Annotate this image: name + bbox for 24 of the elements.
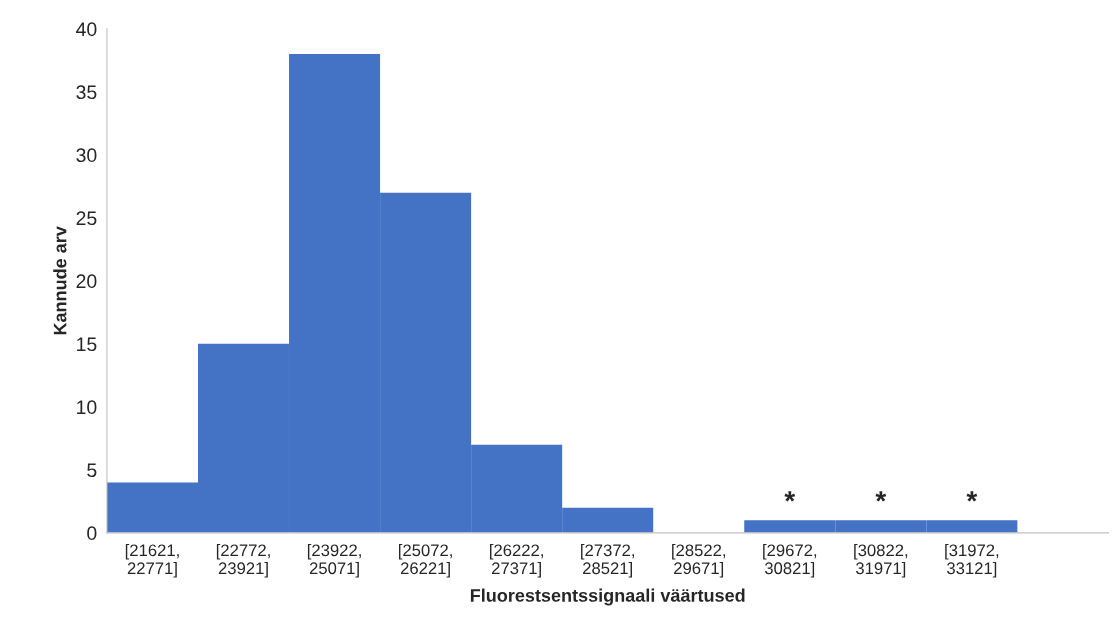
y-tick-label: 25 (76, 211, 97, 226)
x-tick-label: [28522, 29671] (672, 543, 726, 578)
annotation: * (784, 491, 796, 502)
y-tick-label: 40 (76, 22, 97, 37)
x-tick-label: [29672, 30821] (763, 543, 817, 578)
x-tick-label: [22772, 23921] (216, 543, 270, 578)
x-tick-label: [31972, 33121] (945, 543, 999, 578)
y-axis-title: Kannude arv (53, 226, 67, 335)
x-tick-label: [30822, 31971] (854, 543, 908, 578)
x-tick-label: [26222, 27371] (490, 543, 543, 578)
y-tick-label: 0 (87, 526, 97, 541)
x-tick-label: [25072, 26221] (398, 543, 452, 578)
x-tick-label: [21621, 22771] (125, 543, 179, 578)
y-tick-label: 35 (76, 85, 97, 100)
x-axis-title: Fluorestsentssignaali väärtused (470, 588, 745, 606)
y-tick-label: 15 (77, 337, 97, 352)
y-tick-label: 30 (76, 148, 97, 163)
annotation: * (966, 491, 978, 502)
y-tick-label: 10 (77, 400, 97, 415)
x-tick-label: [23922, 25071] (307, 543, 361, 578)
x-tick-label: [27372, 28521] (581, 543, 634, 578)
annotation: * (875, 491, 887, 502)
y-tick-label: 20 (76, 274, 97, 289)
y-tick-label: 5 (87, 463, 97, 478)
